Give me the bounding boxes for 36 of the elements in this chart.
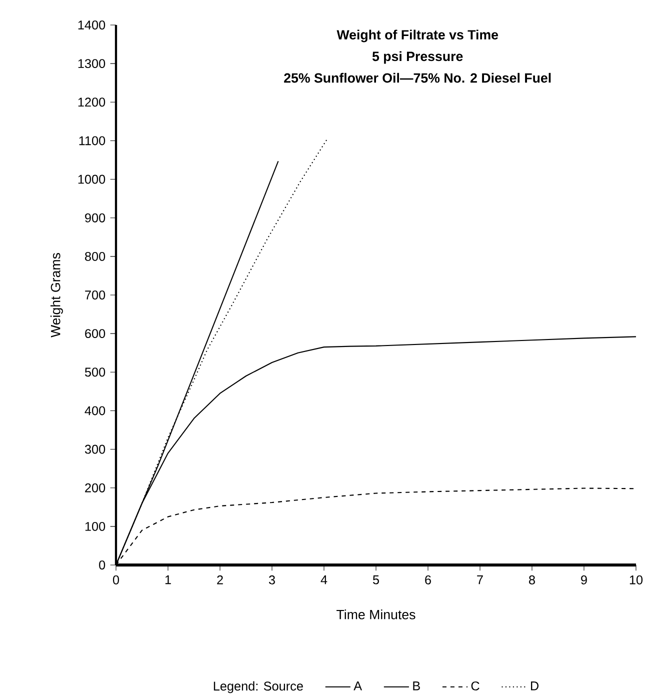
x-tick-label: 2 (217, 575, 223, 584)
y-tick-label: 200 (85, 483, 106, 492)
y-tick-label: 1400 (78, 20, 106, 30)
x-tick-label: 1 (165, 575, 171, 584)
annotation: 25% Sunflower Oil—75% No. 2 Diesel Fuel (284, 72, 551, 83)
legend-label: B (413, 682, 420, 690)
x-tick-label: 9 (581, 575, 587, 584)
text: 5 psi Pressure (372, 51, 463, 64)
chart-title: Weight of Filtrate vs Time (336, 30, 498, 42)
y-tick-label: 500 (84, 368, 106, 377)
x-tick-label: 7 (477, 575, 483, 584)
legend-label: A (354, 682, 362, 690)
x-tick-label: 4 (320, 575, 328, 584)
y-tick-label: 0 (99, 560, 106, 570)
y-tick-label: 1000 (78, 174, 106, 184)
y-tick-label: 400 (84, 406, 106, 416)
x-axis-title: Time Minutes (336, 610, 416, 620)
y-tick-label: 900 (85, 213, 106, 222)
y-tick-label: 100 (85, 522, 106, 531)
x-tick-label: 0 (112, 575, 120, 584)
y-tick-label: 1300 (78, 59, 106, 68)
y-tick-label: 1100 (79, 136, 106, 146)
y-tick-label: 1200 (78, 98, 106, 107)
y-axis-title: Weight Grams (50, 253, 63, 338)
y-tick-label: 600 (85, 329, 106, 338)
x-tick-label: 6 (425, 575, 431, 584)
y-tick-label: 300 (84, 444, 106, 454)
x-tick-label: 10 (630, 575, 643, 584)
y-tick-label: 700 (85, 290, 106, 300)
legend-title: Legend: Source (214, 681, 303, 694)
x-tick-label: 5 (372, 575, 379, 584)
y-tick-label: 800 (85, 252, 106, 261)
legend-label: D (531, 682, 539, 690)
x-tick-label: 8 (529, 575, 535, 584)
x-tick-label: 3 (268, 575, 275, 584)
legend-label: C (471, 681, 480, 690)
